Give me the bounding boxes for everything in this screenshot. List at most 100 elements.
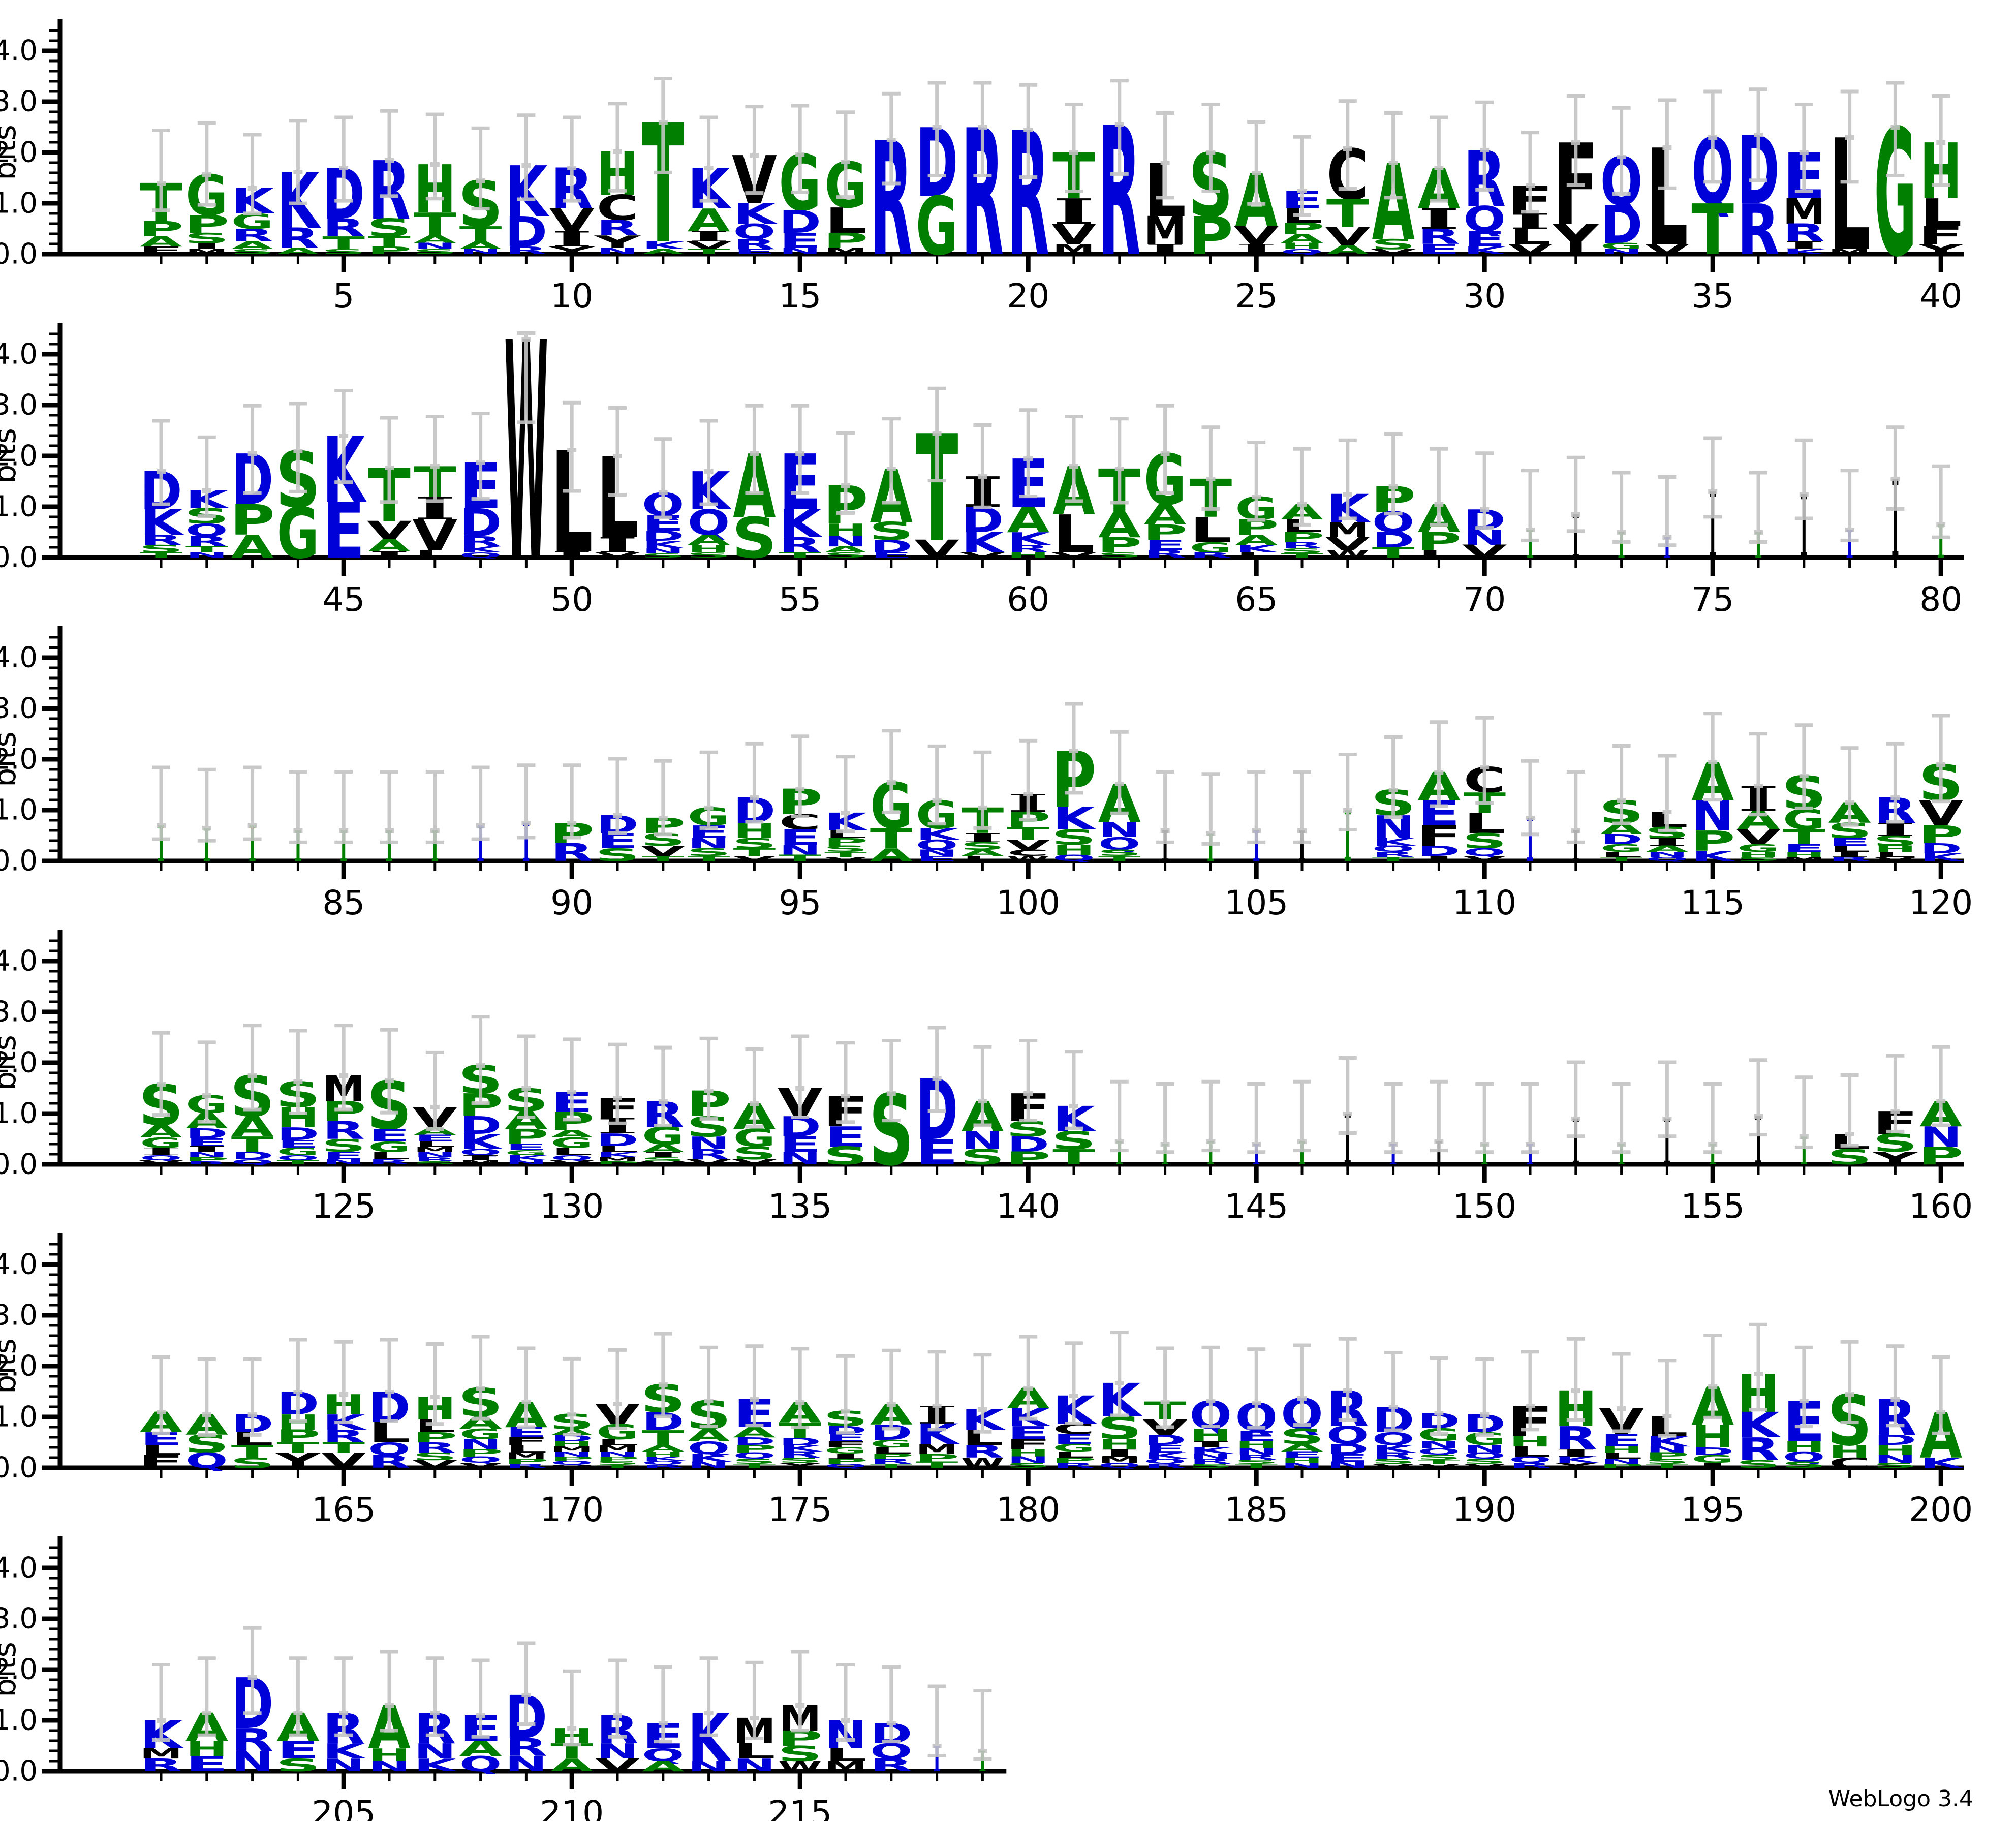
error-bar-pos-193 xyxy=(1612,1352,1631,1433)
error-bar-pos-60 xyxy=(1019,408,1038,499)
logo-letter-I: I xyxy=(1572,503,1579,572)
logo-letter-L: L xyxy=(414,1139,456,1149)
error-bar-pos-175 xyxy=(791,1347,810,1430)
logo-letter-M: M xyxy=(459,1159,502,1166)
error-bar-pos-165 xyxy=(334,1340,353,1425)
logo-letter-N: N xyxy=(459,248,502,256)
error-bar-pos-117 xyxy=(1794,723,1813,810)
logo-letter-G: G xyxy=(459,1426,502,1442)
logo-letter-T: T xyxy=(642,1426,685,1450)
logo-letter-R: R xyxy=(1007,543,1049,555)
logo-letter-M: M xyxy=(824,1758,867,1775)
logo-letter-L: L xyxy=(1052,1450,1095,1460)
logo-letter-H: H xyxy=(1235,1439,1278,1451)
logo-letter-Q: Q xyxy=(1783,1449,1825,1465)
error-bar-pos-171 xyxy=(608,1348,627,1430)
logo-letter-A: A xyxy=(459,239,503,252)
logo-letter-S: S xyxy=(732,1143,777,1163)
x-tick-label: 130 xyxy=(540,1187,604,1226)
logo-stack-pos-106: I xyxy=(1298,821,1306,871)
logo-letter-T: T xyxy=(733,846,776,858)
logo-letter-I: I xyxy=(1755,525,1762,566)
logo-letter-P: P xyxy=(504,1125,549,1149)
logo-letter-I: I xyxy=(1783,239,1825,252)
logo-letter-S: S xyxy=(960,1145,1005,1169)
logo-letter-Q: Q xyxy=(824,1463,867,1469)
logo-letter-L: L xyxy=(551,1146,593,1158)
error-bar-pos-128 xyxy=(471,1015,490,1105)
logo-letter-I: I xyxy=(1190,1440,1232,1449)
logo-letter-L: L xyxy=(1600,1451,1642,1461)
logo-letter-S: S xyxy=(823,844,868,854)
logo-letter-S: S xyxy=(367,213,412,242)
logo-letter-G: G xyxy=(505,1149,548,1157)
error-bar-pos-41 xyxy=(152,419,170,506)
error-bar-pos-90 xyxy=(563,763,581,840)
logo-letter-F: F xyxy=(823,1440,869,1449)
logo-letter-L: L xyxy=(1920,191,1962,236)
logo-letter-T: T xyxy=(368,233,411,250)
x-tick-label: 215 xyxy=(768,1794,832,1821)
logo-letter-I: I xyxy=(1663,1106,1671,1180)
x-tick-label: 15 xyxy=(779,276,821,316)
logo-letter-K: K xyxy=(1919,1455,1964,1471)
logo-letter-N: N xyxy=(1418,1439,1460,1451)
logo-letter-T: T xyxy=(596,1464,639,1469)
logo-letter-S: S xyxy=(1371,1457,1415,1465)
logo-letter-V: V xyxy=(641,843,686,859)
logo-letter-R: R xyxy=(140,1755,182,1775)
logo-letter-A: A xyxy=(231,1111,274,1144)
logo-letter-I: I xyxy=(1572,821,1579,871)
error-bar-pos-205 xyxy=(334,1656,353,1737)
logo-letter-E: E xyxy=(276,1138,319,1150)
logo-letter-T: T xyxy=(459,222,502,246)
logo-letter-V: V xyxy=(732,1158,777,1166)
x-tick-label: 170 xyxy=(540,1490,604,1529)
error-bar-pos-9 xyxy=(517,113,536,201)
y-axis-title: bits xyxy=(0,125,23,180)
logo-letter-S: S xyxy=(1736,1458,1781,1470)
logo-letter-L: L xyxy=(368,1150,410,1162)
error-bar-pos-106 xyxy=(1293,770,1311,844)
logo-letter-S: S xyxy=(1827,1145,1872,1169)
logo-stack-pos-206: AHN xyxy=(368,1693,411,1774)
logo-letter-I: I xyxy=(249,815,256,873)
logo-letter-T: T xyxy=(414,206,456,243)
error-bar-pos-88 xyxy=(471,765,490,841)
error-bar-pos-84 xyxy=(289,770,307,844)
error-bar-pos-83 xyxy=(243,765,262,841)
logo-letter-E: E xyxy=(779,825,821,850)
x-tick-label: 35 xyxy=(1691,276,1734,316)
logo-letter-A: A xyxy=(642,248,685,256)
logo-letter-R: R xyxy=(140,532,182,548)
logo-letter-Y: Y xyxy=(594,232,642,252)
logo-letter-Q: Q xyxy=(550,1460,593,1466)
logo-letter-S: S xyxy=(1006,1461,1050,1469)
logo-letter-Q: Q xyxy=(1098,1461,1141,1469)
x-tick-label: 165 xyxy=(312,1490,376,1529)
logo-letter-I: I xyxy=(1144,241,1186,257)
x-tick-label: 115 xyxy=(1681,883,1745,922)
error-bar-pos-74 xyxy=(1658,475,1677,547)
logo-stack-pos-164: DHPTY xyxy=(274,1385,322,1473)
error-bar-pos-2 xyxy=(197,121,216,207)
logo-stack-pos-198: SHC xyxy=(1827,1380,1872,1471)
logo-letter-G: G xyxy=(870,1438,913,1450)
logo-letter-H: H xyxy=(1874,844,1916,854)
error-bar-pos-70 xyxy=(1475,451,1494,530)
logo-letter-K: K xyxy=(505,1154,549,1162)
logo-stack-pos-88: I xyxy=(477,815,484,873)
logo-letter-P: P xyxy=(823,1457,869,1465)
logo-letter-H: H xyxy=(1007,1447,1049,1459)
logo-letter-K: K xyxy=(414,1755,458,1775)
x-tick-label: 135 xyxy=(768,1187,832,1226)
logo-letter-P: P xyxy=(1599,1463,1644,1469)
logo-letter-V: V xyxy=(458,1461,503,1469)
logo-letter-N: N xyxy=(1646,1445,1688,1455)
logo-letter-Y: Y xyxy=(1872,1148,1919,1168)
error-bar-pos-206 xyxy=(380,1650,398,1733)
logo-letter-S: S xyxy=(1280,547,1324,555)
logo-letter-I: I xyxy=(1418,854,1460,862)
